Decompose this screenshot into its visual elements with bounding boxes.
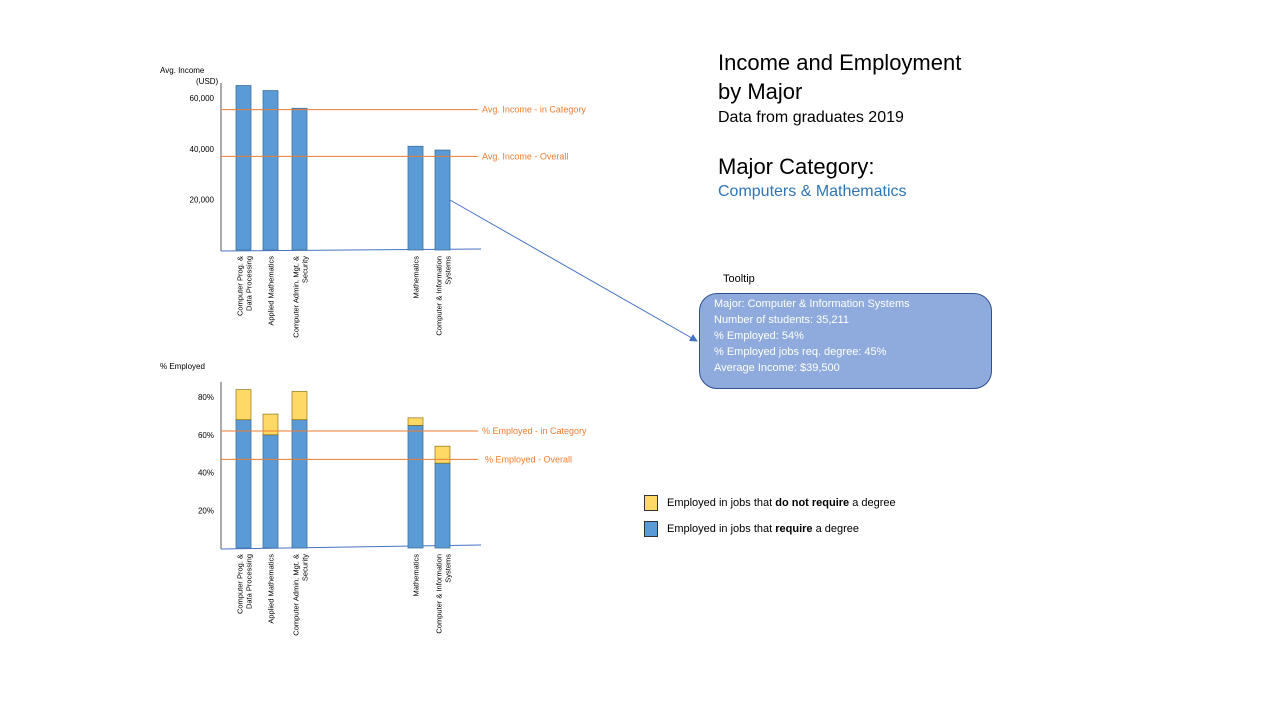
page-title-line1: Income and Employment [718,50,962,75]
bar [407,145,424,251]
tooltip-employed-degree: % Employed jobs req. degree: 45% [714,346,887,358]
bar-segment-degree [407,424,424,549]
page-subtitle: Data from graduates 2019 [718,109,904,126]
employment-chart: % Employed 20% 40% 60% 80% % Employed - in Ca… [160,362,587,636]
tooltip-caption: Tooltip [723,273,755,285]
bar-segment-no-degree [235,389,252,421]
bar-segment-degree [262,434,279,549]
legend: Employed in jobs that do not require a d… [644,494,896,546]
bar [434,149,451,251]
x-tick-label: Applied Mathematics [267,554,276,624]
tooltip: Major: Computer & Information Systems Nu… [699,293,992,389]
x-tick-label: Computer Prog. &Data Processing [236,256,254,316]
bar [291,107,308,251]
page-title-line2: by Major [718,79,803,104]
y-tick-label: 40% [198,469,214,478]
bar-segment-degree [235,419,252,549]
y-tick-label: 60% [198,431,214,440]
tooltip-major: Major: Computer & Information Systems [714,298,910,310]
legend-label-no-degree: Employed in jobs that do not require a d… [667,497,896,509]
reference-line-label: Avg. Income - Overall [482,151,568,161]
x-tick-label: Mathematics [412,554,421,597]
bar-segment-no-degree [291,391,308,421]
y-axis-label-unit: (USD) [196,77,219,86]
tooltip-employed: % Employed: 54% [714,330,804,342]
x-tick-label: Applied Mathematics [267,256,276,326]
bar-segment-no-degree [262,413,279,436]
bar-segment-degree [291,419,308,549]
bar [262,90,279,251]
bar-segment-no-degree [434,445,451,464]
y-tick-label: 20,000 [190,195,215,204]
y-tick-label: 80% [198,393,214,402]
reference-line-label: Avg. Income - in Category [482,105,586,115]
legend-swatch-blue [644,521,658,537]
y-axis-label: Avg. Income [160,66,205,75]
y-axis-label: % Employed [160,362,205,371]
category-value: Computers & Mathematics [718,183,907,200]
legend-item-no-degree: Employed in jobs that do not require a d… [644,494,896,512]
bar [235,85,252,251]
title-block: Income and Employment by Major Data from… [718,48,961,203]
reference-line-label: % Employed - Overall [485,454,572,464]
legend-item-degree: Employed in jobs that require a degree [644,520,896,538]
category-label: Major Category: [718,154,875,179]
bar-segment-degree [434,462,451,549]
reference-line-label: % Employed - in Category [482,426,587,436]
x-tick-label: Computer & InformationSystems [435,256,453,336]
x-tick-label: Mathematics [412,256,421,299]
x-tick-label: Computer Admin. Mgt. &Security [292,256,310,338]
x-tick-label: Computer Prog. &Data Processing [236,554,254,614]
y-tick-label: 60,000 [190,94,215,103]
tooltip-income: Average Income: $39,500 [714,362,840,374]
legend-swatch-yellow [644,495,658,511]
x-tick-label: Computer Admin. Mgt. &Security [292,554,310,636]
y-tick-label: 20% [198,506,214,515]
legend-label-degree: Employed in jobs that require a degree [667,523,860,535]
tooltip-students: Number of students: 35,211 [714,314,849,326]
y-tick-label: 40,000 [190,145,215,154]
income-chart: Avg. Income (USD) 20,000 40,000 60,000 Avg. I… [160,66,586,338]
bar-segment-no-degree [407,417,424,426]
x-tick-label: Computer & InformationSystems [435,554,453,634]
tooltip-connector-arrow [449,199,698,342]
